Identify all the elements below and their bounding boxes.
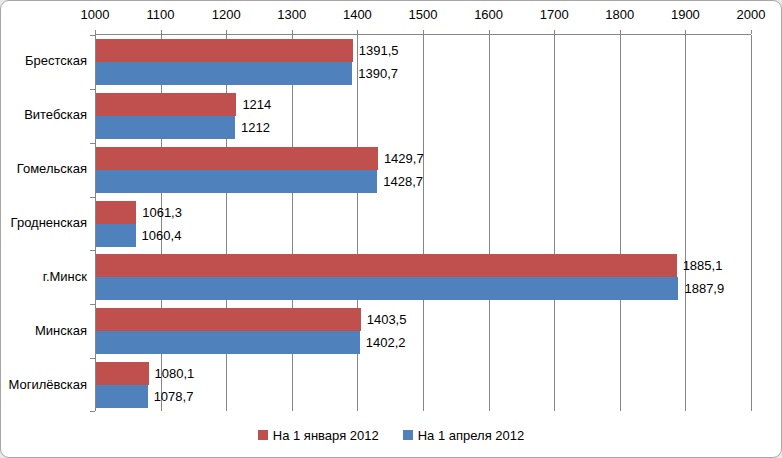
data-label: 1060,4 <box>142 224 182 247</box>
category-axis-tick-mark <box>90 411 95 412</box>
bar-series2-Гомельская <box>96 170 377 193</box>
data-label: 1403,5 <box>367 308 407 331</box>
bar-series1-Гомельская <box>96 147 378 170</box>
bar-chart: 1000 1100 1200 1300 1400 1500 1600 1700 1800 1900… <box>0 0 782 458</box>
axis-tick-mark <box>751 30 752 34</box>
data-label: 1402,2 <box>366 331 406 354</box>
category-label: г.Минск <box>7 249 87 303</box>
gridline <box>423 35 424 411</box>
legend-swatch-icon <box>258 430 268 440</box>
axis-tick-mark <box>423 30 424 34</box>
category-axis-tick-mark <box>90 358 95 359</box>
gridline <box>685 35 686 411</box>
bar-series1-Минская <box>96 308 361 331</box>
axis-tick-mark <box>95 30 96 34</box>
data-label: 1885,1 <box>683 254 723 277</box>
bar-series2-Минская <box>96 331 360 354</box>
category-axis-tick-mark <box>90 89 95 90</box>
bar-series1-Брестская <box>96 39 353 62</box>
axis-tick-mark <box>489 30 490 34</box>
legend-label: На 1 апреля 2012 <box>418 428 525 443</box>
x-axis-tick-label: 1700 <box>524 7 584 22</box>
axis-tick-mark <box>554 30 555 34</box>
x-axis-tick-label: 1500 <box>393 7 453 22</box>
category-label: Витебская <box>7 88 87 142</box>
bar-series1-г.Минск <box>96 254 677 277</box>
axis-tick-mark <box>357 30 358 34</box>
plot-area: 1391,51390,7121412121429,71428,71061,310… <box>95 34 751 411</box>
x-axis-tick-label: 1900 <box>655 7 715 22</box>
legend-item: На 1 января 2012 <box>258 428 379 443</box>
data-label: 1078,7 <box>154 385 194 408</box>
data-label: 1887,9 <box>684 277 724 300</box>
bar-series2-Витебская <box>96 116 235 139</box>
gridline <box>489 35 490 411</box>
data-label: 1428,7 <box>383 170 423 193</box>
data-label: 1080,1 <box>155 362 195 385</box>
legend-swatch-icon <box>403 430 413 440</box>
gridline <box>357 35 358 411</box>
category-axis-tick-mark <box>90 197 95 198</box>
bar-series1-Могилёвская <box>96 362 149 385</box>
data-label: 1391,5 <box>359 39 399 62</box>
category-axis-tick-mark <box>90 304 95 305</box>
category-label: Могилёвская <box>7 357 87 411</box>
gridline <box>554 35 555 411</box>
category-label: Гомельская <box>7 142 87 196</box>
legend: На 1 января 2012 На 1 апреля 2012 <box>1 425 781 445</box>
x-axis-tick-label: 2000 <box>721 7 781 22</box>
data-label: 1214 <box>242 93 271 116</box>
gridline <box>751 35 752 411</box>
x-axis-labels: 1000 1100 1200 1300 1400 1500 1600 1700 1800 1900… <box>1 7 781 25</box>
x-axis-tick-label: 1400 <box>327 7 387 22</box>
data-label: 1390,7 <box>358 62 398 85</box>
bar-series1-Гродненская <box>96 201 136 224</box>
bar-series2-г.Минск <box>96 277 678 300</box>
axis-tick-mark <box>620 30 621 34</box>
category-axis-tick-mark <box>90 35 95 36</box>
bar-series2-Могилёвская <box>96 385 148 408</box>
category-axis-tick-mark <box>90 250 95 251</box>
x-axis-tick-label: 1200 <box>196 7 256 22</box>
x-axis-tick-label: 1600 <box>459 7 519 22</box>
gridline <box>292 35 293 411</box>
category-label: Минская <box>7 303 87 357</box>
bar-series2-Брестская <box>96 62 352 85</box>
legend-item: На 1 апреля 2012 <box>403 428 525 443</box>
legend-label: На 1 января 2012 <box>273 428 379 443</box>
x-axis-tick-label: 1000 <box>65 7 125 22</box>
axis-tick-mark <box>685 30 686 34</box>
x-axis-tick-label: 1100 <box>131 7 191 22</box>
axis-tick-mark <box>226 30 227 34</box>
x-axis-tick-label: 1300 <box>262 7 322 22</box>
category-label: Гродненская <box>7 196 87 250</box>
category-axis-tick-mark <box>90 143 95 144</box>
axis-tick-mark <box>161 30 162 34</box>
x-axis-tick-label: 1800 <box>590 7 650 22</box>
data-label: 1429,7 <box>384 147 424 170</box>
category-label: Брестская <box>7 34 87 88</box>
axis-tick-mark <box>292 30 293 34</box>
bar-series1-Витебская <box>96 93 236 116</box>
gridline <box>226 35 227 411</box>
bar-series2-Гродненская <box>96 224 136 247</box>
data-label: 1061,3 <box>142 201 182 224</box>
data-label: 1212 <box>241 116 270 139</box>
gridline <box>620 35 621 411</box>
